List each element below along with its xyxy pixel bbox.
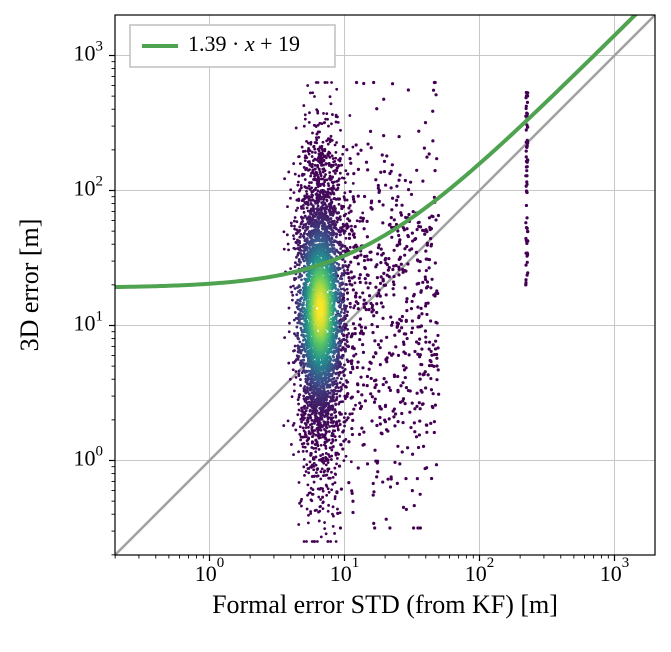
y-axis-label: 3D error [m] <box>15 219 44 352</box>
legend-label: 1.39 · x + 19 <box>188 31 300 56</box>
chart-container: 100101102103100101102103Formal error STD… <box>0 0 671 652</box>
x-axis-label: Formal error STD (from KF) [m] <box>212 590 558 619</box>
scatter-chart: 100101102103100101102103Formal error STD… <box>0 0 671 652</box>
